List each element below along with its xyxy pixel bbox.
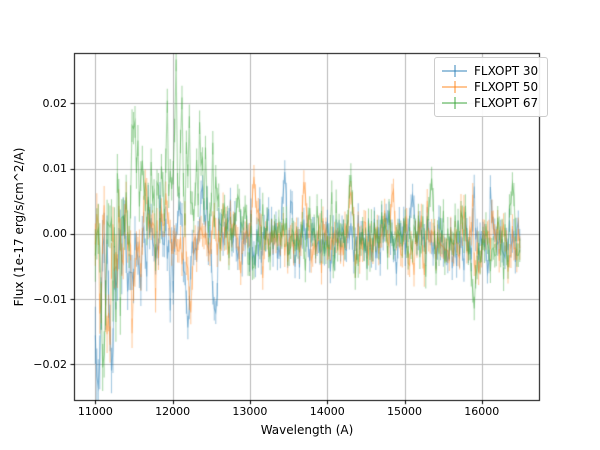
errorbar-marker-icon [442, 79, 467, 95]
errorbar-whisker [453, 97, 456, 109]
errorbar-line [442, 70, 467, 72]
y-axis-label: Flux (1e-17 erg/s/cm^2/A) [12, 147, 26, 307]
x-tick-label: 15000 [387, 405, 422, 418]
legend-entry: FLXOPT 50 [442, 79, 538, 95]
x-tick-label: 16000 [464, 405, 500, 418]
errorbar-line [442, 86, 467, 88]
legend-label: FLXOPT 50 [474, 80, 539, 94]
x-tick-label: 12000 [155, 405, 191, 418]
legend-entry: FLXOPT 67 [442, 95, 538, 111]
y-tick-label: −0.02 [33, 357, 67, 371]
legend: FLXOPT 30 FLXOPT 50 FLXOPT 67 [434, 57, 549, 117]
legend-entry: FLXOPT 30 [442, 63, 538, 79]
errorbar-marker-icon [442, 95, 467, 111]
errorbar-whisker [453, 81, 456, 93]
legend-label: FLXOPT 30 [474, 64, 539, 78]
y-tick-label: 0.00 [42, 227, 68, 241]
y-tick-label: 0.01 [42, 162, 68, 176]
x-tick-label: 14000 [309, 405, 345, 418]
errorbar-line [442, 102, 467, 104]
y-tick-label: −0.01 [33, 292, 67, 306]
errorbar-marker-icon [442, 63, 467, 79]
legend-label: FLXOPT 67 [474, 96, 539, 110]
x-tick-label: 11000 [77, 405, 113, 418]
x-tick-label: 13000 [232, 405, 268, 418]
x-axis-label: Wavelength (A) [260, 423, 354, 437]
y-tick-label: 0.02 [42, 96, 68, 110]
errorbar-whisker [453, 65, 456, 77]
